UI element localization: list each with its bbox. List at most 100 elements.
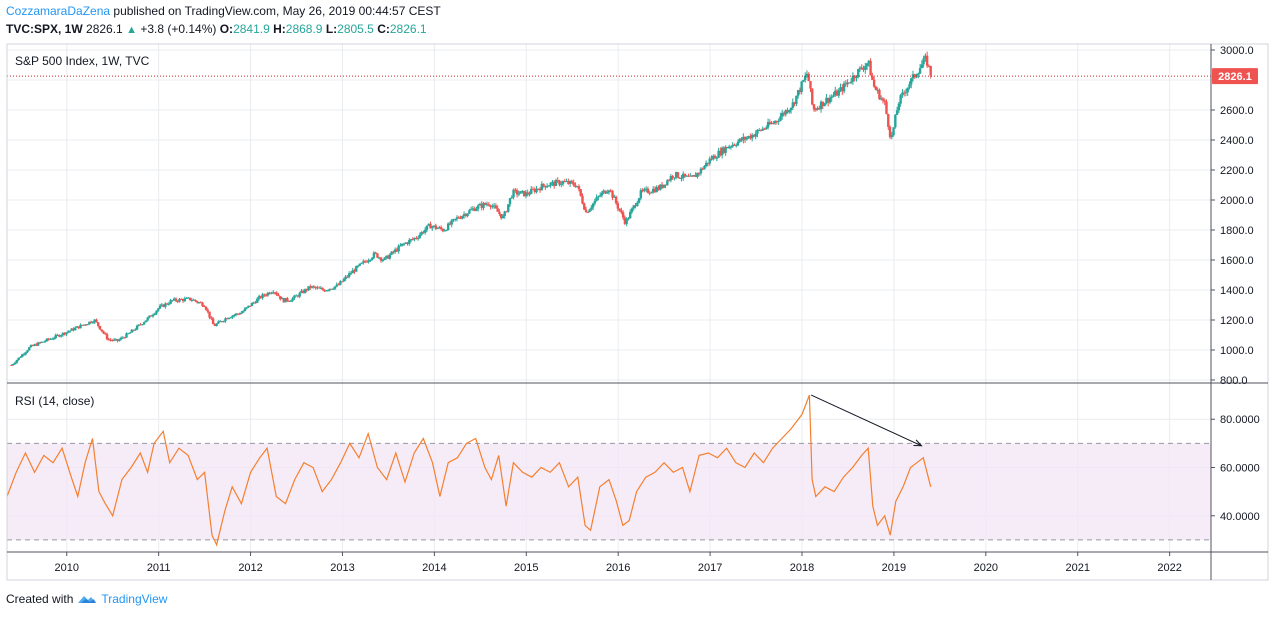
candle-body [510, 197, 513, 199]
chart-canvas[interactable]: 800.0 1000.0 1200.0 1400.0 1600.0 1800.0 2000.… [0, 0, 1274, 590]
candle-body [735, 145, 738, 147]
candle-body [507, 204, 510, 212]
candle-body [303, 289, 307, 293]
candle-body [508, 198, 512, 205]
candle-body [45, 338, 49, 342]
candle-body [883, 100, 886, 102]
price-axis[interactable]: 800.0 1000.0 1200.0 1400.0 1600.0 1800.0 2000.… [1211, 45, 1254, 387]
candle-body [918, 68, 922, 74]
time-axis-label: 2013 [330, 562, 354, 574]
candle-body [530, 188, 533, 194]
rsi-axis[interactable]: 40.0000 60.0000 80.0000 [1211, 414, 1260, 523]
low-label: L: [325, 22, 338, 36]
rsi-axis-label: 80.0000 [1220, 414, 1260, 426]
candle-body [40, 341, 43, 343]
candle-body [337, 284, 340, 286]
candle-body [835, 90, 839, 96]
candle-body [31, 345, 35, 347]
candle-body [249, 305, 252, 307]
candle-body [66, 331, 70, 333]
time-axis-label: 2020 [974, 562, 998, 574]
candle-body [713, 155, 717, 159]
candle-body [137, 324, 141, 326]
candle-body [798, 90, 802, 92]
candle-body [229, 317, 232, 319]
candle-body [190, 300, 194, 302]
candle-body [477, 205, 480, 209]
candle-body [146, 317, 149, 321]
candle-body [630, 208, 634, 212]
candle-body [717, 150, 720, 158]
candle-body [496, 208, 499, 212]
candle-body [33, 344, 36, 346]
candle-body [659, 184, 662, 190]
candle-body [446, 223, 450, 231]
candle-body [763, 128, 766, 130]
candle-body [226, 318, 229, 320]
candle-body [404, 242, 407, 244]
candle-body [623, 217, 627, 224]
candle-body [858, 67, 862, 70]
candle-body [134, 329, 137, 331]
author-link[interactable]: CozzamaraDaZena [6, 4, 111, 18]
tradingview-link[interactable]: TradingView [101, 592, 168, 606]
candle-body [865, 63, 869, 67]
candle-body [600, 192, 604, 196]
candle-body [489, 205, 492, 208]
candle-body [878, 89, 881, 100]
candle-body [118, 339, 121, 341]
publish-line: CozzamaraDaZena published on TradingView… [6, 4, 441, 18]
candle-body [241, 311, 245, 313]
close-value: 2826.1 [389, 22, 427, 36]
candle-body [17, 357, 20, 361]
candle-body [581, 195, 584, 204]
time-axis[interactable]: 2010 2011 2012 2013 2014 2015 2016 2017 2018 2019… [54, 552, 1182, 574]
candle-body [528, 193, 531, 195]
candle-body [606, 192, 609, 194]
candle-body [252, 302, 255, 304]
candle-body [84, 324, 88, 326]
candle-body [443, 230, 446, 232]
candle-body [864, 66, 867, 70]
candle-body [224, 318, 227, 322]
candle-body [298, 292, 301, 297]
candle-body [432, 225, 436, 227]
candle-body [222, 321, 225, 323]
candle-body [632, 205, 635, 209]
candle-body [423, 229, 427, 233]
candle-body [770, 122, 773, 125]
rsi-pane-title: RSI (14, close) [15, 394, 94, 408]
rsi-line [6, 394, 932, 547]
candle-body [385, 255, 388, 258]
candle-body [441, 228, 445, 232]
candle-body [621, 212, 625, 218]
price-axis-label: 1600.0 [1220, 255, 1254, 267]
candle-body [305, 289, 308, 291]
candle-body [395, 249, 399, 252]
candle-body [436, 228, 439, 230]
candle-body [12, 363, 15, 366]
candle-body [609, 190, 612, 192]
candle-body [853, 75, 856, 79]
candle-body [818, 108, 821, 110]
candle-body [148, 315, 151, 318]
candle-body [270, 292, 273, 294]
candle-body [415, 237, 418, 239]
candle-body [547, 185, 551, 187]
low-value: 2805.5 [337, 22, 374, 36]
time-axis-label: 2011 [147, 562, 171, 574]
candle-body [857, 69, 860, 78]
candle-body [180, 298, 183, 300]
candle-body [899, 95, 902, 104]
candle-body [830, 96, 833, 98]
candle-body [392, 251, 395, 253]
created-with-label: Created with [6, 592, 74, 606]
candle-body [112, 339, 116, 341]
candle-body [542, 183, 545, 186]
candle-body [29, 345, 33, 348]
candle-body [692, 175, 696, 177]
candle-body [901, 92, 904, 96]
candle-body [102, 331, 105, 334]
candle-body [660, 184, 664, 188]
candle-body [132, 329, 135, 331]
